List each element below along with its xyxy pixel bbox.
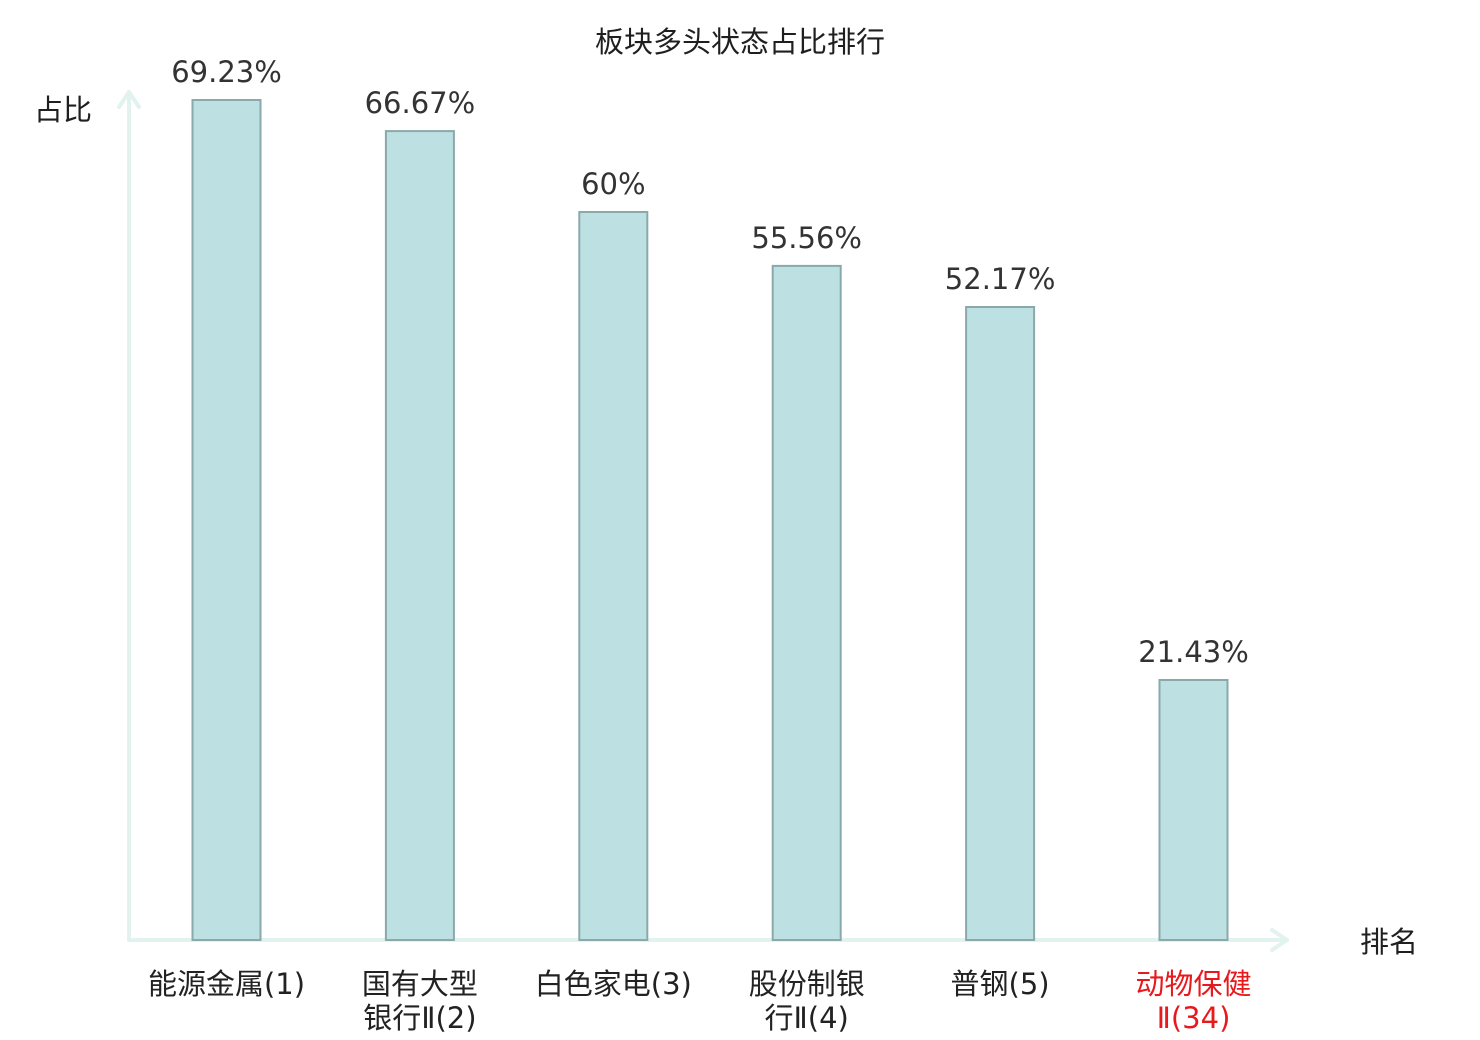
value-label-5: 52.17% — [945, 262, 1056, 296]
chart-title: 板块多头状态占比排行 — [595, 25, 885, 59]
x-axis-arrow — [1270, 928, 1289, 952]
category-label-6-line-1: 动物保健 — [1135, 967, 1251, 1001]
x-axis-label: 排名 — [1360, 925, 1418, 959]
bar-5 — [965, 306, 1036, 941]
category-label-6-line-2: Ⅱ(34) — [1157, 1001, 1231, 1035]
category-label-4-line-1: 股份制银 — [749, 967, 865, 1001]
value-label-6: 21.43% — [1138, 635, 1249, 669]
value-label-group: 69.23% 66.67% 60% 55.56% 52.17% 21.43% — [171, 55, 1249, 669]
category-label-3: 白色家电(3) — [535, 967, 692, 1001]
value-label-4: 55.56% — [751, 221, 862, 255]
value-label-3: 60% — [581, 167, 645, 201]
bar-3 — [578, 211, 649, 941]
category-label-4-line-2: 行Ⅱ(4) — [765, 1001, 849, 1035]
y-axis-arrow — [117, 90, 141, 109]
value-label-1: 69.23% — [171, 55, 282, 89]
bar-1 — [191, 99, 262, 941]
category-label-1: 能源金属(1) — [148, 967, 305, 1001]
value-label-2: 66.67% — [365, 86, 476, 120]
y-axis-label: 占比 — [34, 93, 92, 127]
bar-4 — [771, 264, 842, 941]
bar-series — [191, 99, 1229, 942]
category-label-2-line-2: 银行Ⅱ(2) — [363, 1001, 476, 1035]
chart-axes — [117, 90, 1289, 952]
bar-2 — [384, 130, 455, 942]
category-label-5: 普钢(5) — [951, 967, 1050, 1001]
category-label-2-line-1: 国有大型 — [362, 967, 478, 1001]
bar-6 — [1158, 679, 1229, 941]
